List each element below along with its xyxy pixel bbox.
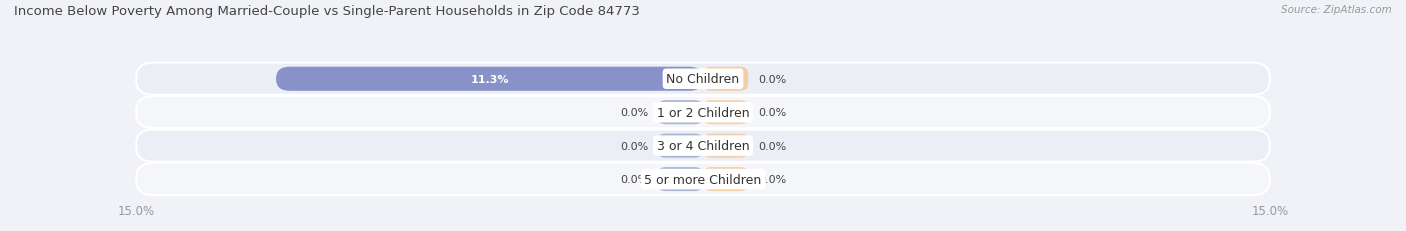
FancyBboxPatch shape — [136, 97, 1270, 129]
Text: Income Below Poverty Among Married-Couple vs Single-Parent Households in Zip Cod: Income Below Poverty Among Married-Coupl… — [14, 5, 640, 18]
Text: 3 or 4 Children: 3 or 4 Children — [657, 140, 749, 152]
FancyBboxPatch shape — [703, 134, 748, 158]
Text: 0.0%: 0.0% — [620, 141, 648, 151]
Text: 0.0%: 0.0% — [620, 108, 648, 118]
FancyBboxPatch shape — [703, 67, 748, 91]
Text: 0.0%: 0.0% — [758, 174, 786, 184]
Text: 0.0%: 0.0% — [620, 174, 648, 184]
Text: 1 or 2 Children: 1 or 2 Children — [657, 106, 749, 119]
Text: 0.0%: 0.0% — [758, 74, 786, 84]
FancyBboxPatch shape — [276, 67, 703, 91]
Text: 11.3%: 11.3% — [470, 74, 509, 84]
FancyBboxPatch shape — [136, 130, 1270, 162]
FancyBboxPatch shape — [703, 101, 748, 125]
Text: 0.0%: 0.0% — [758, 141, 786, 151]
FancyBboxPatch shape — [136, 163, 1270, 195]
Text: 5 or more Children: 5 or more Children — [644, 173, 762, 186]
FancyBboxPatch shape — [658, 134, 703, 158]
FancyBboxPatch shape — [658, 167, 703, 191]
Text: No Children: No Children — [666, 73, 740, 86]
Text: 0.0%: 0.0% — [758, 108, 786, 118]
FancyBboxPatch shape — [703, 167, 748, 191]
Text: Source: ZipAtlas.com: Source: ZipAtlas.com — [1281, 5, 1392, 15]
FancyBboxPatch shape — [136, 64, 1270, 95]
FancyBboxPatch shape — [658, 101, 703, 125]
